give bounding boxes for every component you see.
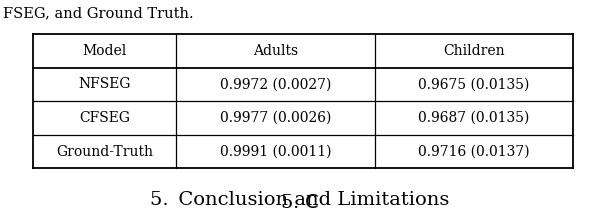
Text: 5. $\mathrm{C}_{\mathrm{}}$: 5. $\mathrm{C}_{\mathrm{}}$	[280, 191, 320, 209]
Text: 0.9687 (0.0135): 0.9687 (0.0135)	[418, 111, 530, 125]
Text: Adults: Adults	[253, 44, 298, 58]
Text: Children: Children	[443, 44, 505, 58]
Text: 0.9716 (0.0137): 0.9716 (0.0137)	[418, 145, 530, 159]
Text: 0.9977 (0.0026): 0.9977 (0.0026)	[220, 111, 331, 125]
Text: CFSEG: CFSEG	[79, 111, 130, 125]
Text: 0.9675 (0.0135): 0.9675 (0.0135)	[418, 77, 530, 92]
Text: NFSEG: NFSEG	[78, 77, 131, 92]
Text: 5. Conclusion and Limitations: 5. Conclusion and Limitations	[151, 191, 449, 209]
Text: 0.9991 (0.0011): 0.9991 (0.0011)	[220, 145, 331, 159]
Text: Model: Model	[82, 44, 127, 58]
Text: 0.9972 (0.0027): 0.9972 (0.0027)	[220, 77, 331, 92]
Text: FSEG, and Ground Truth.: FSEG, and Ground Truth.	[3, 7, 194, 21]
Text: Ground-Truth: Ground-Truth	[56, 145, 153, 159]
